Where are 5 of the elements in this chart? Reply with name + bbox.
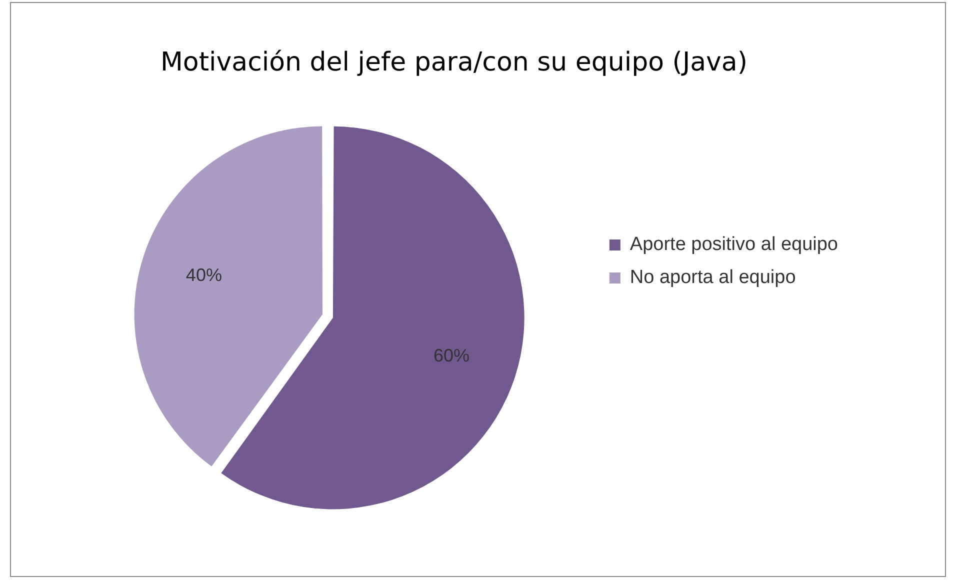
data-label: 60% bbox=[433, 345, 470, 366]
data-label: 40% bbox=[186, 264, 222, 285]
chart-title: Motivación del jefe para/con su equipo (Java) bbox=[160, 47, 748, 78]
legend-label: Aporte positivo al equipo bbox=[630, 234, 838, 256]
legend-label: No aporta al equipo bbox=[630, 267, 796, 288]
